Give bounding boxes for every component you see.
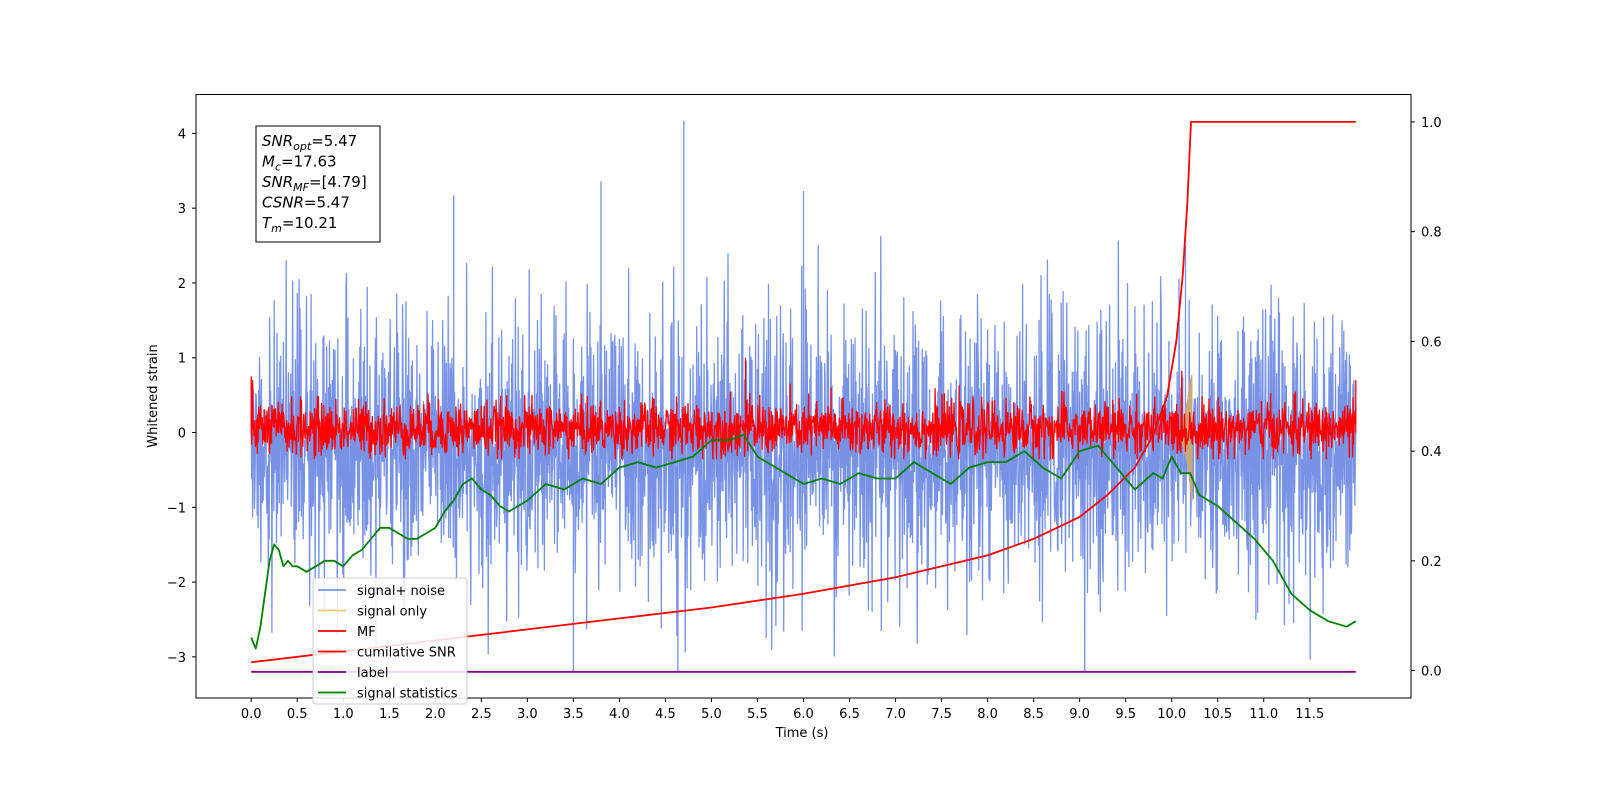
x-axis-label: Time (s)	[775, 726, 829, 741]
x-tick-label: 8.0	[977, 707, 998, 722]
y2-tick-label: 1.0	[1421, 116, 1442, 131]
x-tick-label: 7.0	[885, 707, 906, 722]
x-tick-label: 11.5	[1295, 707, 1324, 722]
y-tick-label: 1	[178, 352, 186, 367]
series-mf	[250, 357, 1357, 460]
y-tick-label: 4	[178, 127, 186, 142]
series-signal-statistics	[250, 433, 1357, 650]
x-tick-label: 2.5	[471, 707, 492, 722]
x-tick-label: 4.5	[655, 707, 676, 722]
x-tick-label: 11.0	[1249, 707, 1278, 722]
legend-label-signal-statistics: signal statistics	[357, 687, 458, 702]
x-tick-label: 10.0	[1157, 707, 1186, 722]
legend-label-cumilative-snr: cumilative SNR	[357, 646, 456, 661]
y-tick-label: −3	[167, 651, 186, 666]
y-axis-left: 4 3 2 1 0 −1 −2 −3	[167, 127, 196, 666]
legend-label-mf: MF	[357, 625, 376, 640]
series-signal-noise	[250, 120, 1357, 673]
x-tick-label: 7.5	[931, 707, 952, 722]
x-tick-label: 5.0	[701, 707, 722, 722]
y-tick-label: 3	[178, 202, 186, 217]
x-axis: 0.0 0.5 1.0 1.5 2.0 2.5 3.0 3.5 4.0 4.5 5.0 5.5 6.0 6…	[241, 698, 1324, 722]
y2-tick-label: 0.6	[1421, 335, 1442, 350]
x-tick-label: 4.0	[609, 707, 630, 722]
x-tick-label: 9.5	[1115, 707, 1136, 722]
y-tick-label: −1	[167, 501, 186, 516]
y-axis-right: 1.0 0.8 0.6 0.4 0.2 0.0	[1411, 116, 1442, 680]
x-tick-label: 3.5	[563, 707, 584, 722]
y-tick-label: −2	[167, 576, 186, 591]
info-box-line: Mc=17.63	[262, 153, 337, 174]
info-box-line: SNRMF=[4.79]	[262, 173, 367, 194]
series-cumilative-snr	[251, 121, 1356, 664]
legend-label-signal-only: signal only	[357, 605, 427, 620]
y2-tick-label: 0.8	[1421, 226, 1442, 241]
x-tick-label: 9.0	[1069, 707, 1090, 722]
info-box: SNRopt=5.47Mc=17.63SNRMF=[4.79]CSNR=5.47…	[255, 125, 381, 243]
y-axis-label: Whitened strain	[146, 344, 161, 447]
x-tick-label: 5.5	[747, 707, 768, 722]
info-box-frame	[255, 125, 381, 243]
y2-tick-label: 0.0	[1421, 665, 1442, 680]
x-tick-label: 2.0	[425, 707, 446, 722]
legend-label-signal-noise: signal+ noise	[357, 584, 445, 599]
legend-label-label: label	[357, 666, 388, 681]
y2-tick-label: 0.4	[1421, 445, 1442, 460]
x-tick-label: 1.5	[379, 707, 400, 722]
legend: signal+ noise signal only MF cumilative SNR…	[312, 577, 468, 705]
y-tick-label: 0	[178, 427, 186, 442]
x-tick-label: 1.0	[333, 707, 354, 722]
legend-frame	[312, 577, 468, 705]
info-box-line: CSNR=5.47	[262, 194, 350, 212]
x-tick-label: 0.5	[287, 707, 308, 722]
y-tick-label: 2	[178, 277, 186, 292]
info-box-line: Tm=10.21	[262, 214, 337, 235]
info-box-line: SNRopt=5.47	[262, 132, 357, 153]
x-tick-label: 3.0	[517, 707, 538, 722]
y2-tick-label: 0.2	[1421, 555, 1442, 570]
x-tick-label: 6.0	[793, 707, 814, 722]
x-tick-label: 10.5	[1203, 707, 1232, 722]
x-tick-label: 0.0	[241, 707, 262, 722]
x-tick-label: 6.5	[839, 707, 860, 722]
x-tick-label: 8.5	[1023, 707, 1044, 722]
